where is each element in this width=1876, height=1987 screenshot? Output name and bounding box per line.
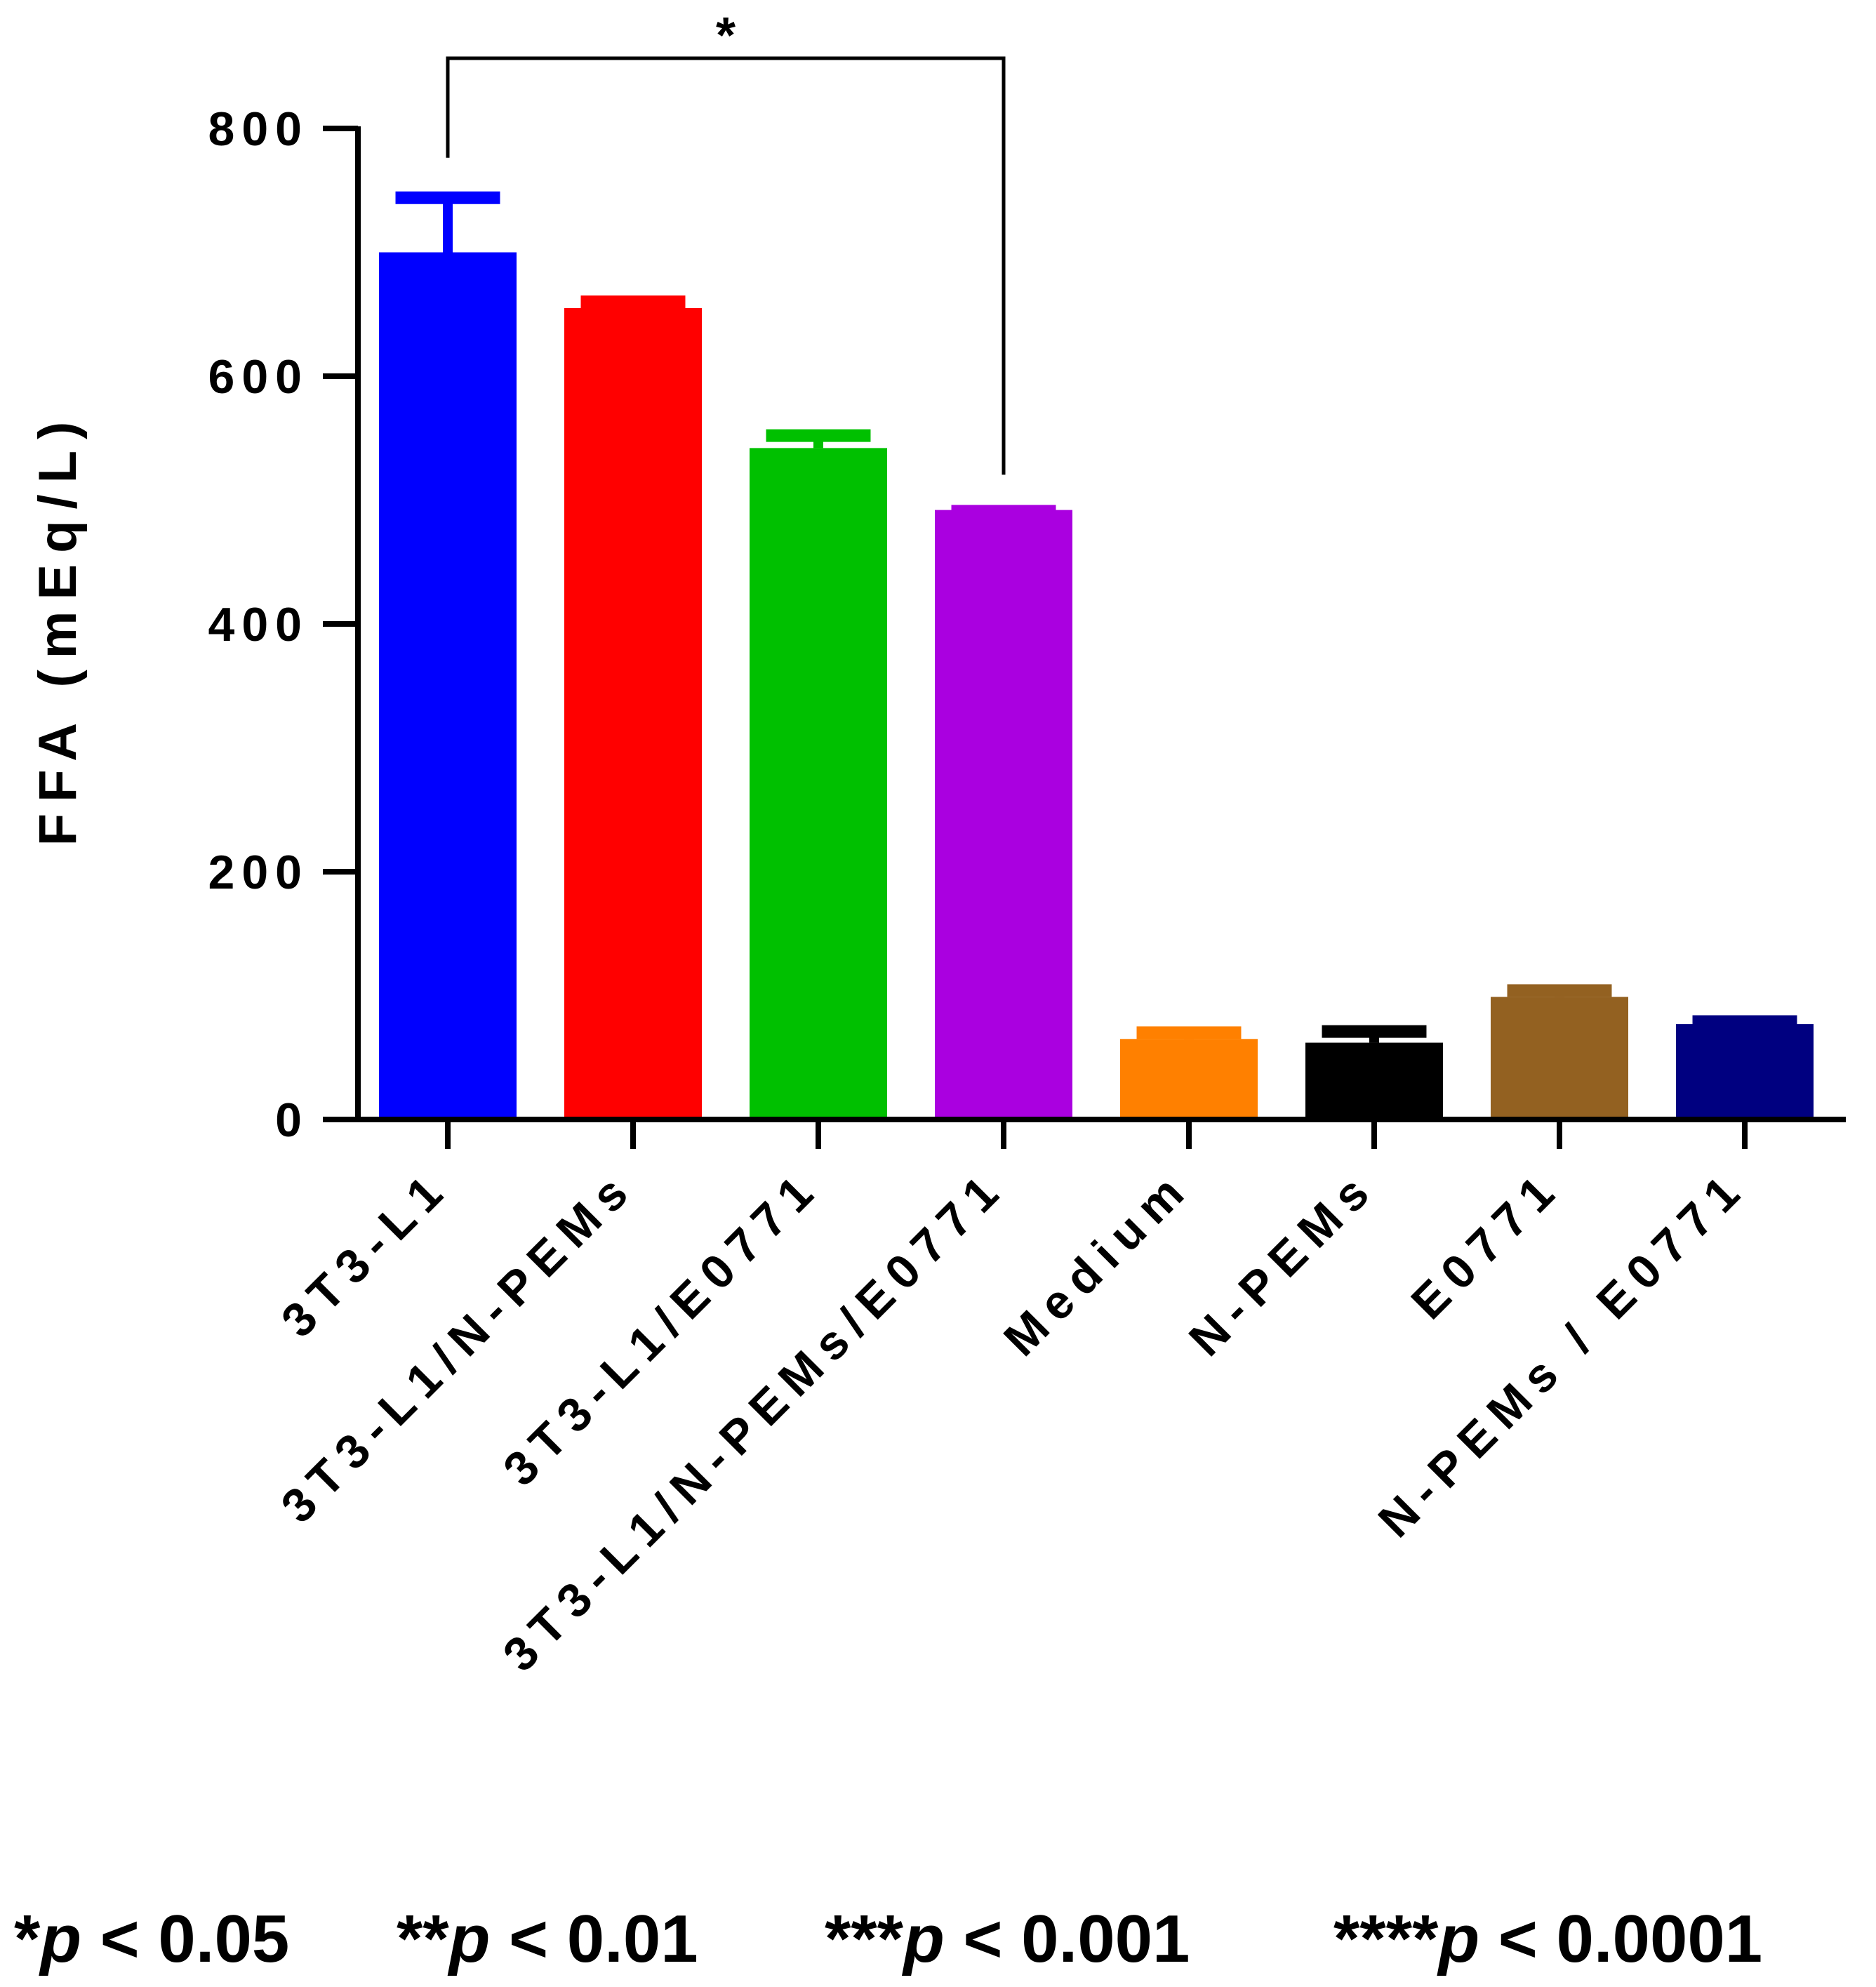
bar-5 xyxy=(1305,1042,1443,1119)
x-tick-label-6: E0771 xyxy=(1401,1159,1571,1329)
y-tick-label-600: 600 xyxy=(208,350,309,404)
bar-1 xyxy=(564,307,702,1119)
error-bars-group xyxy=(395,191,1797,1043)
y-axis-label: FFA (mEq/L) xyxy=(28,411,88,846)
footnote-item-0: *p < 0.05 xyxy=(14,1901,289,1976)
x-tick-label-7: N-PEMs / E0771 xyxy=(1368,1159,1756,1548)
bar-2 xyxy=(750,448,887,1119)
y-tick-label-0: 0 xyxy=(275,1094,309,1147)
bar-4 xyxy=(1120,1039,1258,1119)
y-ticks-group: 0 200 400 600 800 xyxy=(208,102,358,1147)
significance-label-0: * xyxy=(716,8,736,64)
x-ticks-group: 3T3-L13T3-L1/N-PEMs3T3-L1/E07713T3-L1/N-… xyxy=(271,1119,1757,1682)
bar-0 xyxy=(379,252,517,1119)
footnote-item-3: ****p < 0.0001 xyxy=(1333,1901,1762,1976)
bars-group xyxy=(379,252,1814,1119)
significance-bracket-0 xyxy=(446,56,1006,475)
bar-3 xyxy=(935,510,1072,1119)
y-tick-label-800: 800 xyxy=(208,102,309,156)
y-tick-label-200: 200 xyxy=(208,846,309,899)
bar-6 xyxy=(1491,997,1628,1119)
significance-footnote: *p < 0.05 **p < 0.01 ***p < 0.001 ****p < 0… xyxy=(14,1901,1762,1976)
x-tick-label-1: 3T3-L1/N-PEMs xyxy=(271,1159,644,1533)
footnote-item-1: **p < 0.01 xyxy=(397,1901,698,1976)
x-tick-label-0: 3T3-L1 xyxy=(271,1159,459,1348)
bar-7 xyxy=(1676,1024,1814,1119)
y-tick-label-400: 400 xyxy=(208,598,309,651)
significance-group: * xyxy=(446,8,1006,475)
x-tick-label-2: 3T3-L1/E0771 xyxy=(493,1159,830,1496)
footnote-item-2: ***p < 0.001 xyxy=(825,1901,1190,1976)
x-tick-label-5: N-PEMs xyxy=(1179,1159,1386,1367)
x-tick-label-4: Medium xyxy=(994,1159,1201,1367)
